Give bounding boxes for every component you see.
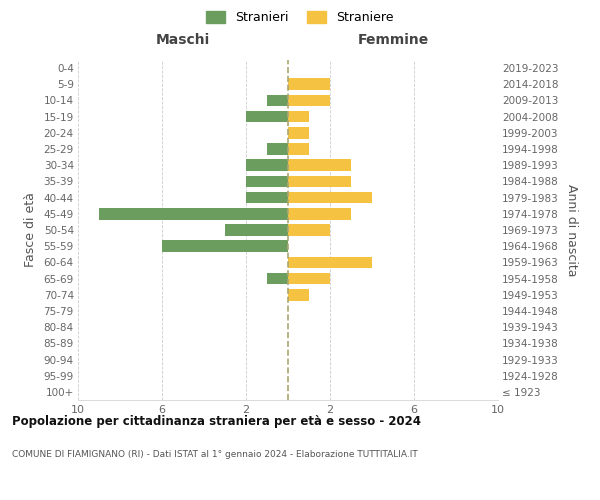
- Bar: [288, 94, 330, 106]
- Text: Maschi: Maschi: [156, 33, 210, 47]
- Bar: [288, 111, 309, 122]
- Bar: [246, 176, 288, 188]
- Bar: [267, 143, 288, 155]
- Bar: [246, 111, 288, 122]
- Bar: [225, 224, 288, 236]
- Bar: [162, 240, 288, 252]
- Bar: [288, 208, 351, 220]
- Bar: [267, 94, 288, 106]
- Bar: [246, 192, 288, 203]
- Bar: [288, 176, 351, 188]
- Bar: [288, 143, 309, 155]
- Bar: [288, 160, 351, 171]
- Legend: Stranieri, Straniere: Stranieri, Straniere: [202, 6, 398, 29]
- Bar: [99, 208, 288, 220]
- Bar: [246, 160, 288, 171]
- Text: COMUNE DI FIAMIGNANO (RI) - Dati ISTAT al 1° gennaio 2024 - Elaborazione TUTTITA: COMUNE DI FIAMIGNANO (RI) - Dati ISTAT a…: [12, 450, 418, 459]
- Bar: [288, 78, 330, 90]
- Bar: [267, 272, 288, 284]
- Bar: [288, 272, 330, 284]
- Y-axis label: Anni di nascita: Anni di nascita: [565, 184, 578, 276]
- Bar: [288, 256, 372, 268]
- Text: Femmine: Femmine: [358, 33, 428, 47]
- Bar: [288, 192, 372, 203]
- Bar: [288, 289, 309, 300]
- Y-axis label: Fasce di età: Fasce di età: [23, 192, 37, 268]
- Bar: [288, 127, 309, 138]
- Text: Popolazione per cittadinanza straniera per età e sesso - 2024: Popolazione per cittadinanza straniera p…: [12, 415, 421, 428]
- Bar: [288, 224, 330, 236]
